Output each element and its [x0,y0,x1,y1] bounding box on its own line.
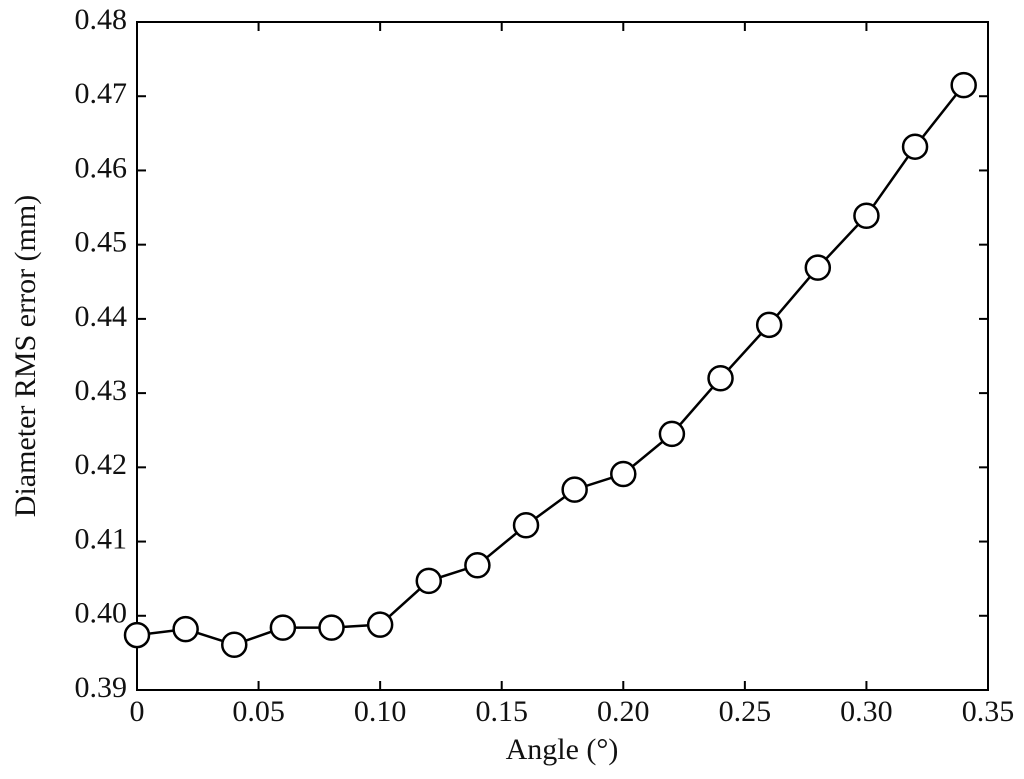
data-point [464,552,491,579]
data-point [269,614,297,641]
data-point [318,614,345,641]
data-point [512,511,540,539]
x-tick-label: 0.30 [840,695,893,728]
data-point [221,631,248,658]
x-tick-label: 0.25 [719,695,772,728]
x-tick-label: 0.05 [232,695,285,728]
y-tick-label: 0.47 [75,77,128,110]
data-point [755,311,783,339]
plot-frame [136,21,989,691]
x-tick-label: 0 [130,695,145,728]
y-tick-label: 0.45 [75,226,128,259]
x-tick-label: 0.15 [475,695,528,728]
data-point [123,621,151,649]
y-tick-label: 0.41 [75,522,128,555]
x-tick-label: 0.20 [597,695,650,728]
data-point [901,133,929,160]
x-tick-label: 0.35 [962,695,1015,728]
data-point [561,476,588,503]
y-axis-label: Diameter RMS error (mm) [9,195,42,517]
data-point [658,420,686,448]
data-point [610,460,637,488]
x-tick-label: 0.10 [354,695,407,728]
data-point [707,365,734,392]
x-axis-label: Angle (°) [506,733,619,766]
data-point [415,567,443,595]
data-point [172,615,199,643]
data-point [853,202,880,229]
data-line [136,84,965,647]
y-tick-label: 0.44 [75,300,128,333]
y-tick-label: 0.39 [75,671,128,704]
y-tick-label: 0.42 [75,448,128,481]
y-tick-label: 0.40 [75,597,128,630]
y-tick-label: 0.46 [75,151,128,184]
data-point [804,254,832,281]
y-tick-label: 0.43 [75,374,128,407]
y-tick-label: 0.48 [75,3,128,36]
data-point [950,71,977,99]
data-point [366,611,394,638]
